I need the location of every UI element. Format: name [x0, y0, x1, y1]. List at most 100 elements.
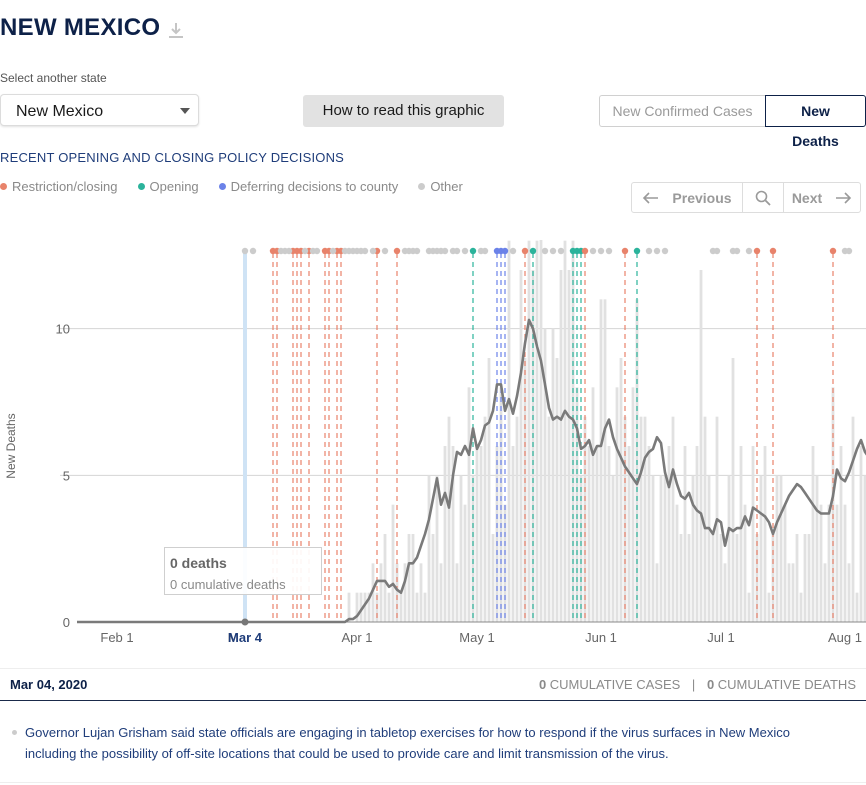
search-button[interactable] — [743, 183, 784, 212]
daily-bar — [615, 387, 619, 622]
divider — [0, 700, 866, 701]
other-policy-dot — [605, 247, 613, 255]
daily-bar — [451, 446, 455, 622]
state-select[interactable]: New Mexico — [0, 94, 199, 126]
daily-bar — [655, 563, 659, 622]
daily-bar — [355, 592, 359, 622]
daily-bar — [687, 534, 691, 622]
daily-bar — [763, 446, 767, 622]
daily-bar — [719, 534, 723, 622]
x-tick-label: Aug 1 — [828, 630, 862, 645]
x-tick-label: Jun 1 — [585, 630, 617, 645]
legend-dot-county — [218, 183, 226, 190]
daily-bar — [807, 534, 811, 622]
download-icon[interactable] — [167, 20, 185, 42]
daily-bar — [471, 475, 475, 622]
daily-bar — [575, 387, 579, 622]
daily-bar — [379, 563, 383, 622]
daily-bar — [775, 475, 779, 622]
other-policy-dot — [557, 247, 565, 255]
other-policy-dot — [285, 247, 293, 255]
next-button[interactable]: Next — [784, 183, 860, 212]
other-policy-dot — [541, 247, 549, 255]
legend-item-restriction: Restriction/closing — [0, 179, 118, 194]
other-policy-dot — [745, 247, 753, 255]
other-policy-dot — [549, 247, 557, 255]
tooltip-deaths: 0 deaths — [170, 555, 227, 571]
legend-dot-other — [418, 183, 426, 190]
selected-date: Mar 04, 2020 — [10, 677, 88, 692]
policy-dot — [469, 247, 477, 255]
daily-bar — [443, 446, 447, 622]
legend-label: Opening — [149, 179, 199, 194]
daily-bar — [367, 592, 371, 622]
other-policy-dot — [241, 247, 249, 255]
daily-bar — [823, 563, 827, 622]
daily-bar — [803, 534, 807, 622]
daily-bar — [507, 240, 511, 622]
daily-bar — [511, 446, 515, 622]
other-policy-dot — [441, 247, 449, 255]
previous-button[interactable]: Previous — [632, 183, 743, 212]
daily-bar — [627, 446, 631, 622]
x-tick-label: M — [228, 630, 239, 645]
other-policy-dot — [597, 247, 605, 255]
state-select-label: Select another state — [0, 71, 107, 85]
daily-bar — [651, 475, 655, 622]
daily-bar — [647, 446, 651, 622]
daily-bar — [603, 299, 607, 622]
daily-bar — [427, 475, 431, 622]
chevron-down-icon — [180, 108, 190, 114]
cumulative-cases-label: CUMULATIVE CASES — [546, 677, 681, 692]
divider — [0, 668, 866, 669]
daily-bar — [563, 240, 567, 622]
daily-bar — [831, 387, 835, 622]
other-policy-dot — [509, 247, 517, 255]
other-policy-dot — [313, 247, 321, 255]
new-deaths-button[interactable]: New Deaths — [765, 95, 866, 149]
daily-bar — [483, 416, 487, 622]
y-tick-label: 5 — [63, 468, 70, 483]
legend-label: Restriction/closing — [12, 179, 118, 194]
highlight-band — [243, 252, 247, 622]
daily-bar — [519, 270, 523, 622]
daily-bar — [463, 504, 467, 622]
daily-bar — [423, 592, 427, 622]
policy-dot — [529, 247, 537, 255]
other-policy-dot — [249, 247, 257, 255]
new-confirmed-cases-button[interactable]: New Confirmed Cases — [599, 95, 765, 127]
daily-bar — [767, 592, 771, 622]
daily-bar — [623, 416, 627, 622]
legend-label: Other — [430, 179, 463, 194]
daily-bar — [555, 358, 559, 622]
daily-bar — [703, 416, 707, 622]
other-policy-dot — [413, 247, 421, 255]
daily-bar — [407, 534, 411, 622]
daily-bar — [491, 534, 495, 622]
legend-item-county: Deferring decisions to county — [218, 179, 399, 194]
daily-bar — [479, 446, 483, 622]
daily-bar — [607, 446, 611, 622]
cumulative-stats: 0 CUMULATIVE CASES | 0 CUMULATIVE DEATHS — [539, 677, 856, 692]
daily-bar — [435, 475, 439, 622]
daily-bar — [571, 240, 575, 622]
daily-bar — [455, 563, 459, 622]
chart-tooltip: 0 deaths 0 cumulative deaths — [164, 547, 322, 595]
daily-bar — [711, 534, 715, 622]
legend-label: Deferring decisions to county — [230, 179, 399, 194]
daily-bar — [559, 270, 563, 622]
policy-section-title: RECENT OPENING AND CLOSING POLICY DECISI… — [0, 150, 345, 165]
daily-bar — [527, 240, 531, 622]
other-policy-dot — [481, 247, 489, 255]
daily-bar — [567, 270, 571, 622]
previous-label: Previous — [672, 189, 732, 206]
x-tick-label: Feb 1 — [100, 630, 133, 645]
how-to-read-button[interactable]: How to read this graphic — [303, 95, 504, 127]
daily-bar — [431, 534, 435, 622]
daily-bar — [811, 446, 815, 622]
daily-bar — [739, 446, 743, 622]
daily-bar — [787, 563, 791, 622]
daily-bar — [639, 416, 643, 622]
daily-bar — [599, 299, 603, 622]
